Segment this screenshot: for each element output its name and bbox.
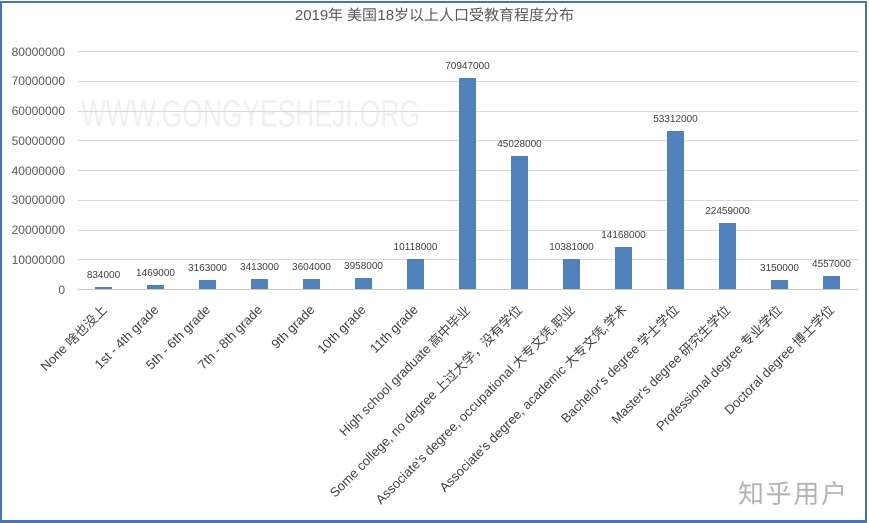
svg-text:WWW.GONGYESHEJI.ORG: WWW.GONGYESHEJI.ORG	[81, 93, 420, 136]
